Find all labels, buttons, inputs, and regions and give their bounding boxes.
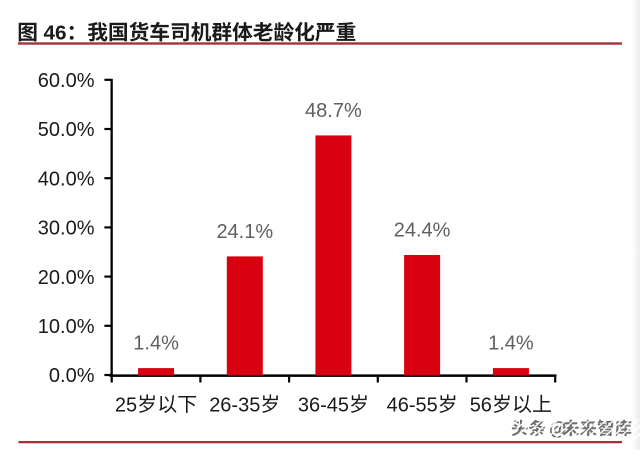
svg-text:40.0%: 40.0% <box>38 168 95 190</box>
svg-text:46: 46 <box>44 22 67 45</box>
svg-text:36-45: 36-45 <box>298 394 349 416</box>
svg-text:10.0%: 10.0% <box>38 316 95 338</box>
svg-text:20.0%: 20.0% <box>38 267 95 289</box>
svg-text:50.0%: 50.0% <box>38 119 95 141</box>
svg-text:0.0%: 0.0% <box>49 365 95 387</box>
svg-text:56: 56 <box>470 394 492 416</box>
svg-text:60.0%: 60.0% <box>38 70 95 92</box>
svg-text:46-55: 46-55 <box>387 394 438 416</box>
svg-text:25: 25 <box>115 394 137 416</box>
svg-text:26-35: 26-35 <box>209 394 260 416</box>
svg-text:24.1%: 24.1% <box>216 221 273 243</box>
svg-text:48.7%: 48.7% <box>305 100 362 122</box>
svg-text:30.0%: 30.0% <box>38 218 95 240</box>
svg-text:1.4%: 1.4% <box>488 333 534 355</box>
svg-text:24.4%: 24.4% <box>394 220 451 242</box>
svg-text:1.4%: 1.4% <box>133 333 179 355</box>
